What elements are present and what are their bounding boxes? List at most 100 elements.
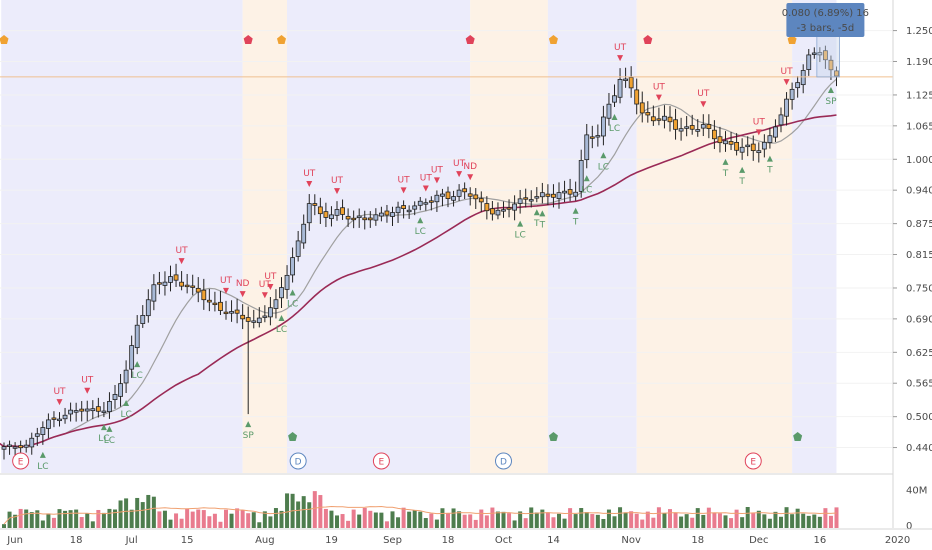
volume-bar xyxy=(629,511,634,528)
candle-body xyxy=(218,301,223,311)
signal-arrow-up xyxy=(827,86,834,93)
candle-body xyxy=(440,193,445,197)
signal-label: LC xyxy=(37,462,48,472)
signal-arrow-up xyxy=(722,158,729,165)
signal-label: UT xyxy=(331,176,344,186)
x-tick-label: 2020 xyxy=(885,535,910,546)
bottom-marker-pentagon xyxy=(793,432,803,441)
candle-body xyxy=(245,317,251,322)
candle-body xyxy=(129,345,135,370)
signal-label: UT xyxy=(398,175,411,185)
top-marker-pentagon xyxy=(277,35,286,44)
volume-bar xyxy=(257,522,262,528)
volume-bar xyxy=(679,516,684,528)
candle-body xyxy=(834,70,839,77)
ma-slow-line xyxy=(0,114,837,448)
volume-bar xyxy=(729,518,734,528)
volume-bar xyxy=(2,524,6,528)
event-marker-E xyxy=(744,452,762,470)
x-tick-label: 14 xyxy=(547,535,560,546)
candle-body xyxy=(601,116,606,137)
candle-body xyxy=(539,192,545,198)
candle-body xyxy=(478,198,484,203)
x-tick-label: Jul xyxy=(125,535,138,546)
event-marker-label: E xyxy=(379,458,385,468)
candle-body xyxy=(284,274,290,290)
candle-body xyxy=(634,89,640,105)
volume-bar xyxy=(162,510,167,528)
volume-bar xyxy=(529,507,534,528)
event-marker-E xyxy=(12,452,30,470)
volume-bar xyxy=(179,518,184,528)
signal-label: LC xyxy=(276,325,287,335)
volume-bar xyxy=(90,521,95,528)
x-tick-label: 19 xyxy=(325,535,338,546)
signal-arrow-down xyxy=(617,55,624,62)
y-tick-label: 0.625 xyxy=(906,348,932,359)
event-marker-D xyxy=(289,452,307,470)
signal-label: ND xyxy=(463,162,477,172)
volume-bar xyxy=(296,501,301,528)
volume-bar xyxy=(457,511,462,528)
signal-label: T xyxy=(533,219,540,229)
volume-bar xyxy=(157,511,162,528)
volume-bar xyxy=(784,507,789,528)
candle-body xyxy=(12,446,18,449)
candle-body xyxy=(523,197,529,200)
volume-bar xyxy=(434,519,439,528)
volume-bar xyxy=(18,508,23,528)
candle-body xyxy=(512,203,517,211)
signal-label: T xyxy=(539,220,546,230)
volume-bar xyxy=(251,512,256,528)
volume-bar xyxy=(751,513,756,528)
volume-bar xyxy=(307,502,312,528)
volume-bar xyxy=(429,513,434,528)
volume-bar xyxy=(346,520,351,528)
y-tick-label: 1.065 xyxy=(906,121,932,132)
signal-arrow-up xyxy=(289,289,296,296)
signal-label: UT xyxy=(781,67,794,77)
candle-body xyxy=(673,119,678,130)
volume-bar xyxy=(623,512,628,528)
volume-bar xyxy=(340,514,345,528)
volume-bar xyxy=(74,509,79,528)
volume-bar xyxy=(490,507,495,528)
volume-bar xyxy=(523,518,528,528)
volume-bar xyxy=(573,514,578,528)
candle-body xyxy=(351,217,357,221)
volume-bar xyxy=(101,512,106,528)
signal-arrow-down xyxy=(261,292,268,299)
volume-bar xyxy=(762,514,767,528)
volume-bar xyxy=(473,519,478,528)
volume-bar xyxy=(651,517,656,528)
zone-blue xyxy=(792,0,837,473)
volume-bar xyxy=(790,514,795,528)
volume-bar xyxy=(68,510,73,528)
signal-label: LC xyxy=(98,434,109,444)
volume-bar xyxy=(440,508,445,528)
candle-body xyxy=(256,317,262,324)
candle-body xyxy=(578,160,584,192)
volume-bar xyxy=(174,513,179,528)
signal-arrow-down xyxy=(755,129,762,136)
candle-body xyxy=(823,50,828,61)
candle-body xyxy=(778,114,784,126)
signal-arrow-up xyxy=(766,155,773,162)
volume-bar xyxy=(201,510,206,528)
volume-bar xyxy=(390,511,395,528)
volume-bar xyxy=(190,511,195,528)
zone-blue xyxy=(287,0,471,473)
x-tick-label: Jun xyxy=(6,535,23,546)
volume-bar xyxy=(7,511,12,528)
signal-arrow-down xyxy=(655,94,662,101)
volume-bar xyxy=(662,513,667,528)
volume-bar xyxy=(701,514,706,528)
candle-body xyxy=(123,369,129,384)
candle-body xyxy=(495,209,501,216)
ma-fast-line xyxy=(0,78,837,448)
x-tick-label: 16 xyxy=(813,535,826,546)
candle-body xyxy=(606,103,612,119)
y-tick-label: 1.125 xyxy=(906,90,932,101)
volume-bar xyxy=(268,516,273,528)
volume-bar xyxy=(756,510,761,528)
